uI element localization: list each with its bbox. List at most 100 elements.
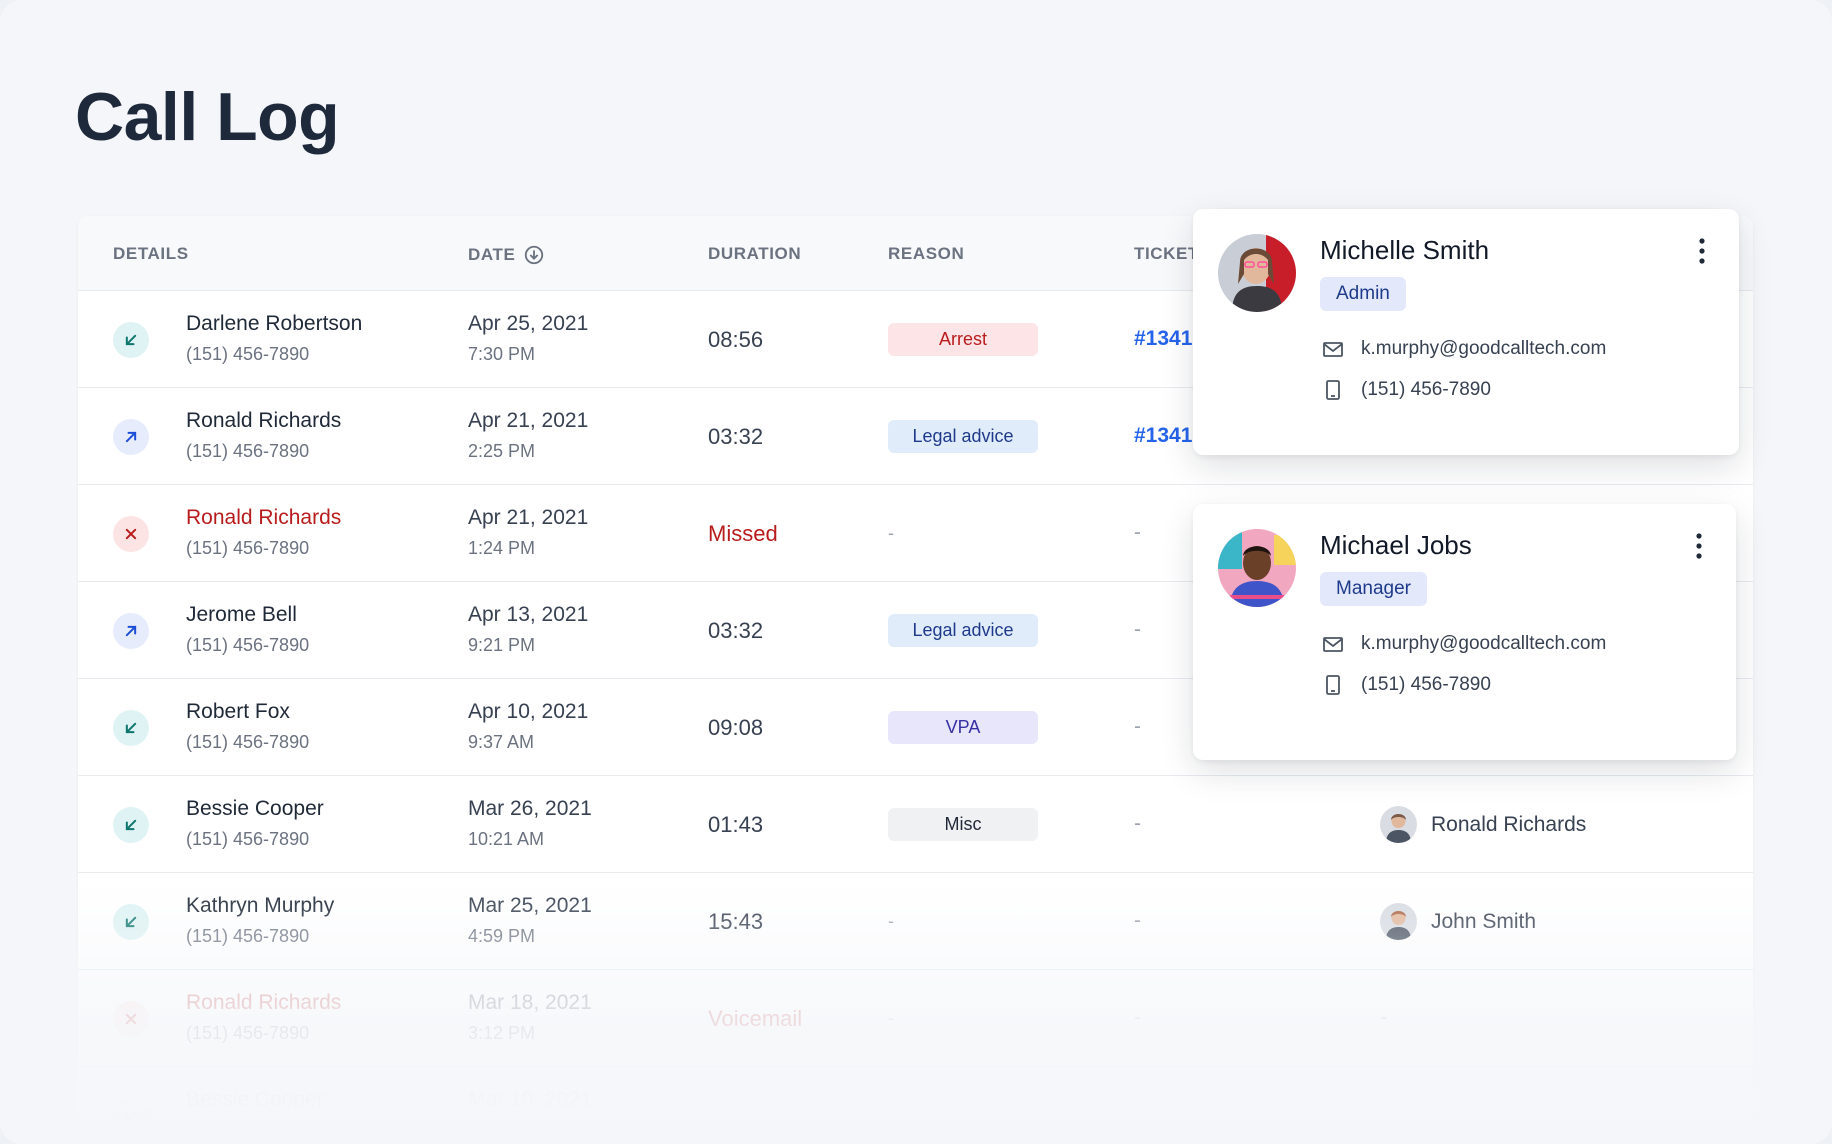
table-row[interactable]: Kathryn Murphy (151) 456-7890 Mar 25, 2021… [78,873,1753,970]
ticket-link[interactable]: #1341 [1134,327,1193,350]
reason-badge: - [888,1008,894,1028]
arrow-up-right-icon [113,613,149,649]
caller-phone: (151) 456-7890 [186,732,310,752]
reason-badge: Legal advice [888,614,1038,647]
agent-empty: - [1380,1006,1387,1029]
table-row[interactable]: Bessie Cooper (151) 456-7890 Mar 26, 2021 1… [78,776,1753,873]
ticket-link: - [1134,812,1141,835]
more-vertical-icon[interactable] [1696,532,1702,560]
column-header-details[interactable]: Details [113,244,189,263]
call-date: Mar 25, 2021 [468,894,592,917]
call-date: Mar 26, 2021 [468,797,592,820]
arrow-up-right-icon [113,419,149,455]
call-duration: 03:32 [708,424,764,449]
call-date: Apr 10, 2021 [468,700,589,723]
call-time: 10:21 AM [468,829,545,849]
arrow-down-left-icon [113,322,149,358]
column-header-reason[interactable]: Reason [888,244,965,263]
reason-badge: - [888,911,894,931]
agent-cell[interactable]: John Smith [1380,903,1536,940]
caller-phone: (151) 456-7890 [186,538,310,558]
call-duration: Voicemail [708,1006,803,1031]
call-duration: 15:43 [708,909,764,934]
caller-name[interactable]: Ronald Richards [186,409,342,432]
call-duration: 01:43 [708,812,764,837]
reason-badge: - [888,523,894,543]
reason-badge: Legal advice [888,420,1038,453]
caller-name[interactable]: Bessie Cooper [186,1088,324,1111]
contact-email[interactable]: k.murphy@goodcalltech.com [1321,632,1606,656]
mail-icon [1323,342,1343,357]
table-row[interactable]: Bessie Cooper Mar 10, 2021 [78,1067,1753,1144]
sort-down-icon[interactable] [523,244,545,266]
mail-icon [1323,637,1343,652]
call-duration: 03:32 [708,618,764,643]
more-vertical-icon[interactable] [1699,237,1705,265]
call-duration: 09:08 [708,715,764,740]
column-header-ticket[interactable]: Ticket [1134,244,1199,263]
avatar [1380,903,1417,940]
avatar [1380,806,1417,843]
caller-name[interactable]: Jerome Bell [186,603,297,626]
contact-phone[interactable]: (151) 456-7890 [1321,378,1491,402]
contact-name: Michael Jobs [1320,530,1472,560]
agent-name: John Smith [1431,909,1537,933]
reason-badge: Misc [888,808,1038,841]
ticket-link: - [1134,521,1141,544]
reason-badge: Arrest [888,323,1038,356]
caller-phone: (151) 456-7890 [186,1023,310,1043]
ticket-link: - [1134,1006,1141,1029]
ticket-link: - [1134,909,1141,932]
x-icon [113,516,149,552]
caller-phone: (151) 456-7890 [186,344,310,364]
arrow-down-left-icon [113,1098,149,1134]
call-time: 2:25 PM [468,441,536,461]
table-row[interactable]: Ronald Richards (151) 456-7890 Mar 18, 202… [78,970,1753,1067]
call-date: Mar 18, 2021 [468,991,592,1014]
caller-phone: (151) 456-7890 [186,441,310,461]
call-time: 1:24 PM [468,538,536,558]
caller-phone: (151) 456-7890 [186,926,310,946]
arrow-down-left-icon [113,710,149,746]
call-duration: 08:56 [708,327,764,352]
call-date: Apr 21, 2021 [468,409,589,432]
role-badge: Manager [1320,572,1427,606]
page-title: Call Log [75,79,340,155]
caller-phone: (151) 456-7890 [186,829,310,849]
contact-name: Michelle Smith [1320,235,1490,265]
call-time: 9:37 AM [468,732,535,752]
arrow-down-left-icon [113,904,149,940]
column-header-duration[interactable]: Duration [708,244,802,263]
ticket-link[interactable]: #1341 [1134,424,1193,447]
call-date: Apr 21, 2021 [468,506,589,529]
column-header-date[interactable]: Date [468,244,545,266]
call-time: 4:59 PM [468,926,536,946]
caller-name[interactable]: Ronald Richards [186,506,342,529]
reason-badge: VPA [888,711,1038,744]
call-date: Apr 25, 2021 [468,312,589,335]
call-time: 9:21 PM [468,635,536,655]
ticket-link: - [1134,618,1141,641]
avatar [1218,529,1296,607]
contact-card-michael-jobs: Michael Jobs Manager k.murphy@goodcallte… [1193,504,1736,760]
mobile-phone-icon [1326,380,1340,400]
role-badge: Admin [1320,277,1406,311]
contact-card-michelle-smith: Michelle Smith Admin k.murphy@goodcallte… [1193,209,1739,455]
x-icon [113,1001,149,1037]
call-time: 3:12 PM [468,1023,536,1043]
caller-name[interactable]: Ronald Richards [186,991,342,1014]
contact-email[interactable]: k.murphy@goodcalltech.com [1321,337,1606,361]
call-time: 7:30 PM [468,344,536,364]
caller-name[interactable]: Darlene Robertson [186,312,363,335]
contact-phone[interactable]: (151) 456-7890 [1321,673,1491,697]
caller-phone: (151) 456-7890 [186,635,310,655]
call-duration: Missed [708,521,778,546]
caller-name[interactable]: Robert Fox [186,700,290,723]
agent-cell[interactable]: Ronald Richards [1380,806,1586,843]
ticket-link: - [1134,715,1141,738]
agent-name: Ronald Richards [1431,812,1587,836]
avatar [1218,234,1296,312]
caller-name[interactable]: Kathryn Murphy [186,894,335,917]
caller-name[interactable]: Bessie Cooper [186,797,324,820]
